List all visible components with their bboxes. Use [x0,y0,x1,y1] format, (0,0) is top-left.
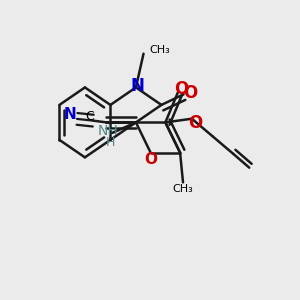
Text: O: O [183,84,197,102]
Text: N: N [130,76,144,94]
Text: O: O [188,114,202,132]
Text: CH₃: CH₃ [149,45,170,55]
Text: N: N [64,107,76,122]
Text: C: C [86,110,94,123]
Text: H: H [106,136,116,148]
Text: O: O [144,152,157,167]
Text: CH₃: CH₃ [172,184,194,194]
Text: NH: NH [97,124,118,138]
Text: O: O [174,80,188,98]
